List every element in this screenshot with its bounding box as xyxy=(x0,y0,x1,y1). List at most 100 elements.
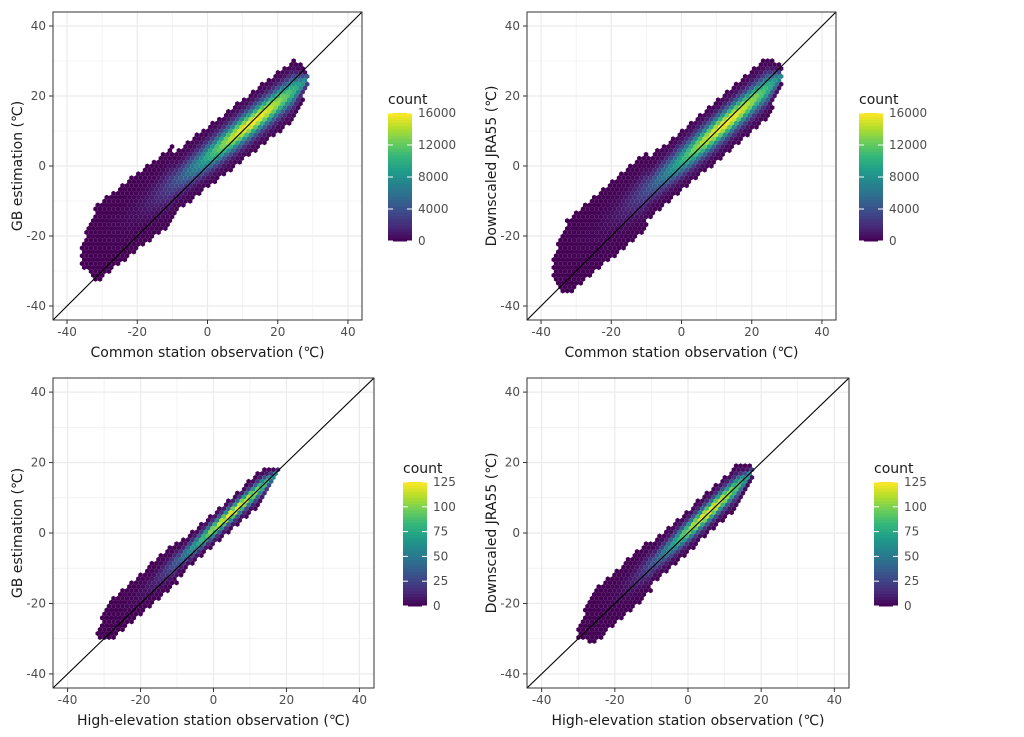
hexbin-cell xyxy=(686,124,692,130)
hexbin-cell xyxy=(610,186,615,193)
hexbin-cell xyxy=(145,163,150,169)
hexbin-cell xyxy=(580,222,586,228)
hexbin-cell xyxy=(589,237,595,243)
legend-gradient-step xyxy=(388,135,412,140)
hexbin-cell xyxy=(578,280,583,286)
hexbin-cell xyxy=(560,264,565,271)
hexbin-cell xyxy=(718,155,723,161)
hexbin-cell xyxy=(747,478,752,484)
hexbin-cell xyxy=(711,510,716,516)
hexbin-cell xyxy=(569,241,574,247)
hexbin-cell xyxy=(118,218,123,224)
hexbin-cell xyxy=(102,245,107,251)
hexbin-cell xyxy=(214,517,220,523)
hexbin-cell xyxy=(625,206,631,212)
hexbin-cell xyxy=(106,198,112,204)
hexbin-cell xyxy=(634,572,640,578)
hexbin-cell xyxy=(587,233,592,239)
hexbin-cell xyxy=(657,159,662,165)
hexbin-cell xyxy=(102,198,107,204)
hexbin-cell xyxy=(244,482,249,488)
hexbin-cell xyxy=(727,140,732,146)
hexbin-cell xyxy=(172,560,177,566)
hexbin-cell xyxy=(756,120,761,126)
hexbin-cell xyxy=(289,69,294,76)
hexbin-cell xyxy=(637,584,642,590)
hexbin-cell xyxy=(133,595,139,601)
hexbin-cell xyxy=(652,183,658,189)
hexbin-cell xyxy=(109,194,114,200)
hexbin-cell xyxy=(628,233,633,239)
hexbin-cell xyxy=(244,147,249,154)
hexbin-cell xyxy=(601,202,606,208)
hexbin-cell xyxy=(203,179,209,185)
hexbin-cell xyxy=(691,521,696,527)
hexbin-cell xyxy=(271,467,276,473)
hexbin-cell xyxy=(273,81,278,87)
hexbin-cell xyxy=(763,108,768,115)
hexbin-cell xyxy=(212,537,218,543)
hexbin-cell xyxy=(740,490,746,496)
hexbin-cell xyxy=(255,478,260,484)
hexbin-cell xyxy=(621,580,626,586)
hexbin-cell xyxy=(616,595,622,601)
hexbin-cell xyxy=(621,588,626,594)
hexbin-cell xyxy=(100,225,105,232)
hexbin-cell xyxy=(235,155,240,161)
hexbin-cell xyxy=(664,194,669,200)
legend-gradient-step xyxy=(388,141,412,146)
hexbin-cell xyxy=(632,591,638,598)
hexbin-cell xyxy=(675,175,680,181)
hexbin-cell xyxy=(264,136,269,142)
hexbin-cell xyxy=(623,233,629,239)
hexbin-cell xyxy=(646,210,651,216)
x-tick-label: -40 xyxy=(58,693,78,707)
hexbin-cell xyxy=(124,253,130,259)
hexbin-cell xyxy=(158,155,164,161)
hexbin-cell xyxy=(291,58,296,64)
hexbin-cell xyxy=(729,478,734,484)
hexbin-cell xyxy=(219,533,224,539)
hexbin-cell xyxy=(769,66,775,72)
x-tick-label: -20 xyxy=(601,325,621,339)
hexbin-cell xyxy=(259,81,265,87)
hexbin-cell xyxy=(199,537,204,543)
hexbin-cell xyxy=(670,136,676,142)
hexbin-cell xyxy=(289,116,294,122)
hexbin-cell xyxy=(641,591,647,598)
hexbin-cell xyxy=(610,194,615,200)
hexbin-cell xyxy=(693,175,698,181)
hexbin-cell xyxy=(196,136,202,142)
hexbin-cell xyxy=(212,140,218,146)
hexbin-cell xyxy=(95,630,100,637)
hexbin-cell xyxy=(641,576,647,582)
legend-gradient-step xyxy=(388,125,412,130)
legend-gradient-step xyxy=(388,157,412,162)
hexbin-cell xyxy=(100,218,105,224)
hexbin-cell xyxy=(129,245,134,251)
hexbin-cell xyxy=(668,537,674,543)
hexbin-cell xyxy=(632,202,638,208)
hexbin-cell xyxy=(217,529,222,535)
hexbin-cell xyxy=(104,225,109,232)
hexbin-cell xyxy=(585,245,590,251)
hexbin-cell xyxy=(661,159,667,165)
hexbin-cell xyxy=(747,105,752,111)
hexbin-cell xyxy=(693,120,698,126)
hexbin-cell xyxy=(133,229,139,235)
hexbin-cell xyxy=(300,81,305,87)
hexbin-cell xyxy=(661,190,667,196)
hexbin-cell xyxy=(136,599,141,605)
hexbin-cell xyxy=(181,147,186,154)
hexbin-cell xyxy=(668,163,674,169)
hexbin-cell xyxy=(576,276,581,282)
hexbin-cell xyxy=(115,627,121,633)
hexbin-cell xyxy=(702,112,707,118)
hexbin-cell xyxy=(208,513,213,520)
hexbin-cell xyxy=(302,69,308,76)
legend-gradient-step xyxy=(388,218,412,223)
hexbin-cell xyxy=(592,225,597,232)
hexbin-cell xyxy=(666,151,671,157)
hexbin-cell xyxy=(603,588,608,594)
hexbin-cell xyxy=(668,155,674,161)
